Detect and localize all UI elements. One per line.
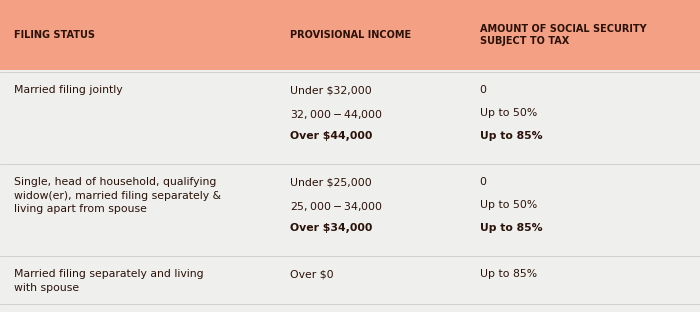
Text: Up to 50%: Up to 50% [480, 108, 537, 118]
Text: Under $32,000: Under $32,000 [290, 85, 372, 95]
Text: 0: 0 [480, 85, 486, 95]
Text: 0: 0 [480, 177, 486, 187]
Text: Married filing jointly: Married filing jointly [14, 85, 122, 95]
Text: Over $34,000: Over $34,000 [290, 223, 373, 233]
Text: FILING STATUS: FILING STATUS [14, 30, 95, 40]
Text: Over $44,000: Over $44,000 [290, 131, 373, 141]
Text: $32,000 - $44,000: $32,000 - $44,000 [290, 108, 384, 121]
Bar [0, 0, 700, 70]
Text: PROVISIONAL INCOME: PROVISIONAL INCOME [290, 30, 412, 40]
Text: Up to 50%: Up to 50% [480, 200, 537, 210]
Text: $25,000 - $34,000: $25,000 - $34,000 [290, 200, 384, 213]
Text: Under $25,000: Under $25,000 [290, 177, 372, 187]
Text: Up to 85%: Up to 85% [480, 223, 542, 233]
Text: Over $0: Over $0 [290, 269, 334, 279]
Text: Married filing separately and living
with spouse: Married filing separately and living wit… [14, 269, 204, 293]
Text: Single, head of household, qualifying
widow(er), married filing separately &
liv: Single, head of household, qualifying wi… [14, 177, 221, 214]
Text: AMOUNT OF SOCIAL SECURITY
SUBJECT TO TAX: AMOUNT OF SOCIAL SECURITY SUBJECT TO TAX [480, 24, 646, 46]
Text: Up to 85%: Up to 85% [480, 131, 542, 141]
Text: Up to 85%: Up to 85% [480, 269, 537, 279]
